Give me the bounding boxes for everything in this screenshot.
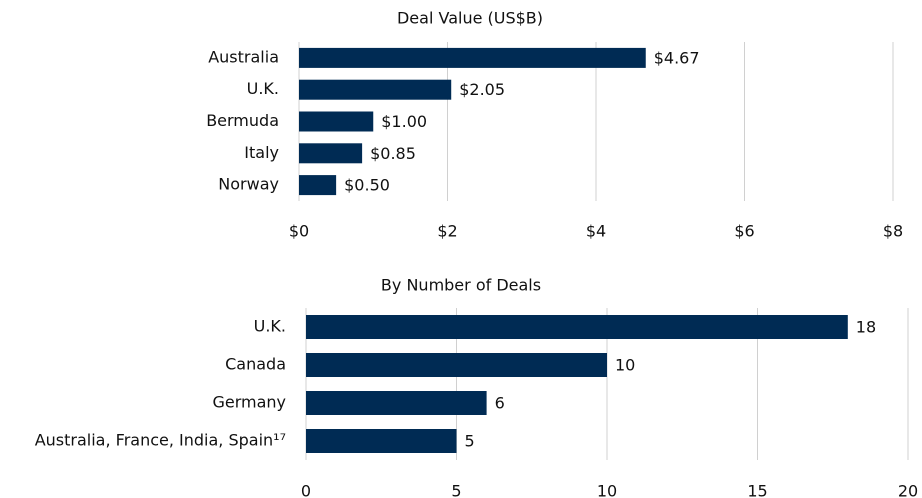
bar [299,47,646,68]
data-label: 10 [615,356,635,375]
bar [299,79,452,100]
category-label: U.K. [247,79,279,98]
x-tick-label: 15 [747,482,767,498]
x-tick-label: $4 [586,222,606,241]
data-label: $1.00 [381,112,427,131]
x-tick-label: $6 [734,222,754,241]
chart-title: Deal Value (US$B) [397,9,543,28]
x-tick-label: $8 [883,222,903,241]
data-label: $4.67 [654,48,700,67]
data-label: 6 [495,394,505,413]
category-label: Bermuda [206,111,279,130]
x-tick-label: 0 [301,482,311,498]
category-label: Italy [244,143,279,162]
data-label: 18 [856,318,876,337]
chart-title: By Number of Deals [381,276,541,295]
data-label: $2.05 [459,80,505,99]
bar [299,175,337,196]
bar [306,391,487,415]
x-tick-label: $0 [289,222,309,241]
category-label: Canada [225,355,286,374]
data-label: 5 [465,432,475,451]
category-label: Norway [218,175,279,194]
bar [306,315,848,339]
x-tick-label: 10 [597,482,617,498]
category-label: Australia [208,47,279,66]
bar [306,353,607,377]
category-label: Australia, France, India, Spain¹⁷ [35,431,286,450]
data-label: $0.85 [370,144,416,163]
category-label: U.K. [254,317,286,336]
bar [306,429,457,453]
category-label: Germany [212,393,286,412]
x-tick-label: 5 [451,482,461,498]
bar [299,143,363,164]
x-tick-label: $2 [437,222,457,241]
x-tick-label: 20 [898,482,918,498]
bar [299,111,374,132]
data-label: $0.50 [344,176,390,195]
